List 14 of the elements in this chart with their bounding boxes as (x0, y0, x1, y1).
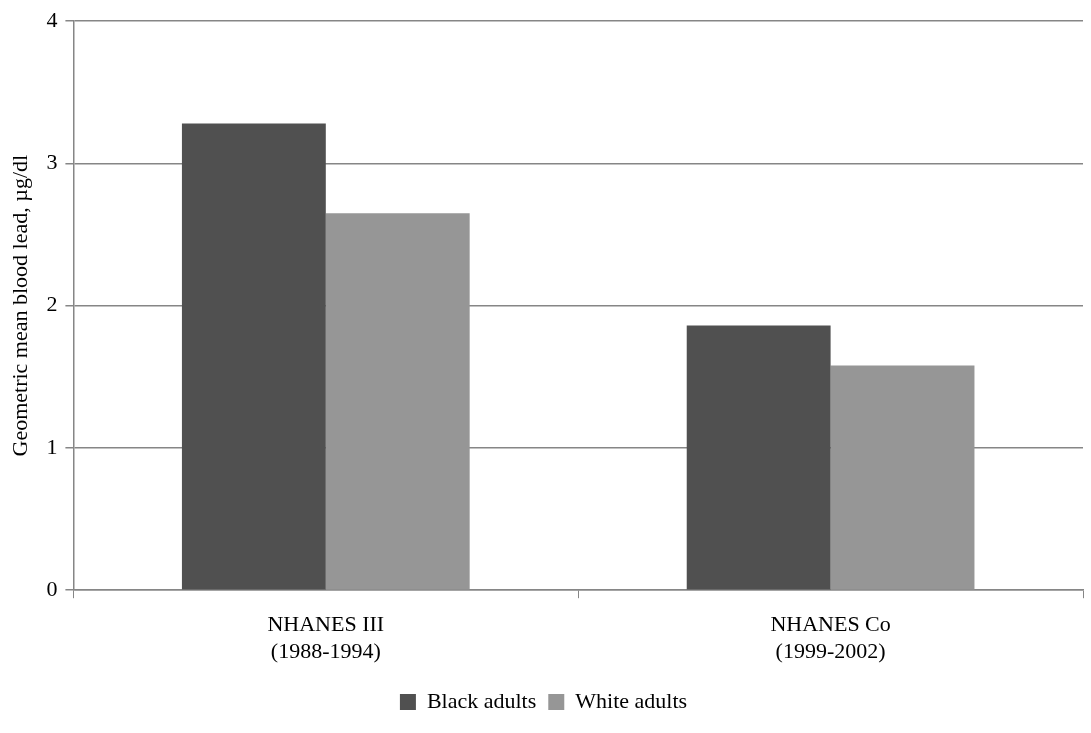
y-tick-label: 2 (46, 291, 58, 317)
y-tick-label: 1 (46, 433, 58, 459)
x-tick-label: NHANES Co (1999-2002) (770, 611, 891, 663)
legend-label: Black adults (426, 687, 537, 713)
x-tick-label: NHANES III (1988-1994) (267, 611, 385, 663)
y-tick-label: 4 (46, 6, 58, 32)
y-axis-title: Geometric mean blood lead, µg/dl (6, 154, 32, 457)
bar (686, 325, 831, 590)
y-tick-label: 0 (46, 575, 58, 601)
bar (830, 365, 975, 590)
bar (181, 123, 326, 590)
bar (325, 213, 470, 590)
legend-label: White adults (575, 687, 688, 713)
y-tick-label: 3 (46, 149, 58, 175)
